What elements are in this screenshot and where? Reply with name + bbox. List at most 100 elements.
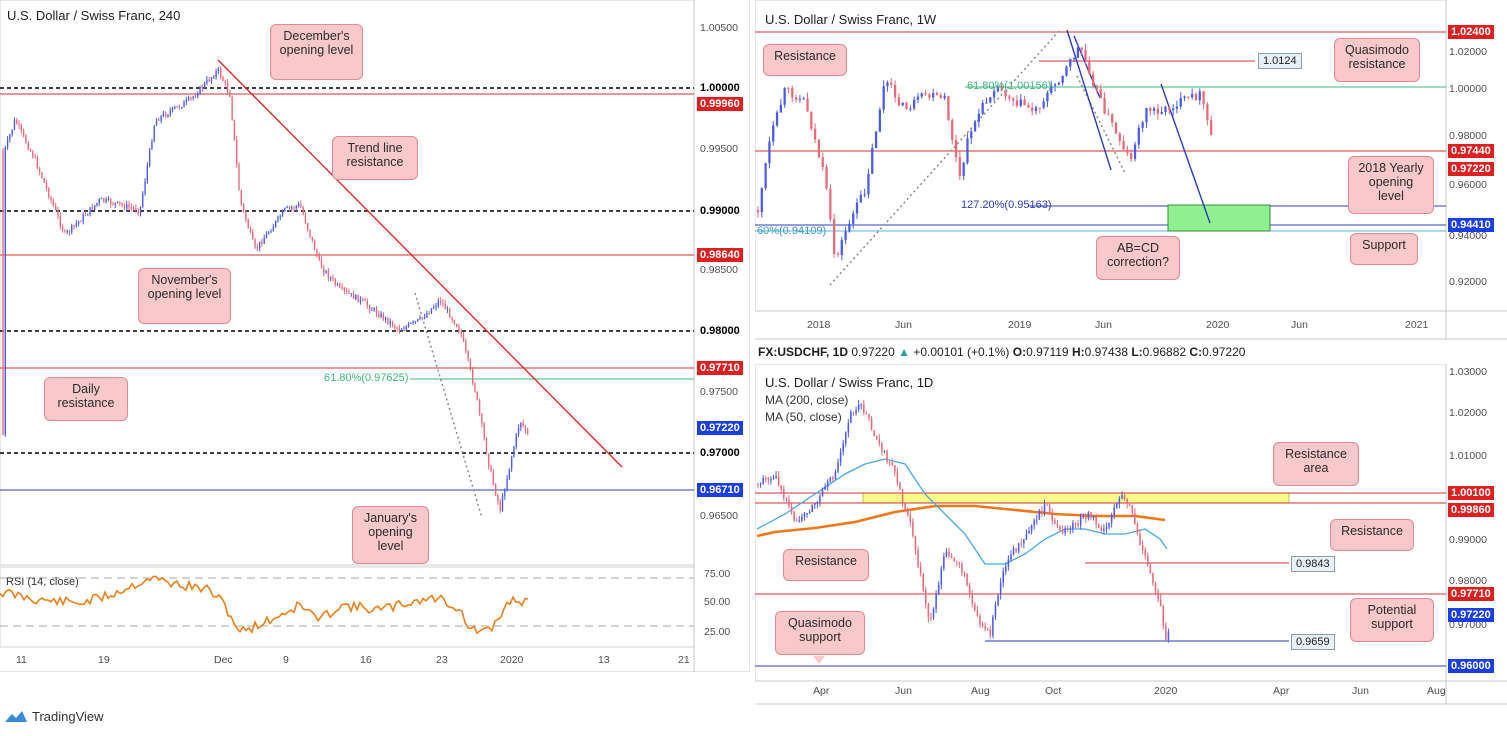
candle-body: [387, 317, 389, 324]
candle-body: [801, 516, 803, 521]
candle-body: [1179, 97, 1182, 107]
candle-body: [343, 287, 346, 291]
candle-body: [834, 471, 837, 480]
daily-chart-panel[interactable]: U.S. Dollar / Swiss Franc, 1D MA (200, c…: [755, 364, 1507, 736]
daily-xtick: 2020: [1154, 685, 1178, 697]
h4-xtick: 19: [98, 654, 110, 666]
candle-body: [27, 142, 29, 150]
daily-callout-res-area: Resistance area: [1273, 442, 1359, 486]
candle-body: [224, 81, 226, 83]
candle-body: [775, 112, 779, 126]
candle-body: [121, 203, 123, 206]
candle-body: [1095, 516, 1097, 525]
weekly-callout-abcd: AB=CD correction?: [1096, 236, 1180, 280]
candle-body: [1091, 74, 1095, 86]
candle-body: [1131, 505, 1134, 513]
rsi-plot-area: [0, 566, 695, 648]
candle-body: [772, 478, 775, 480]
candle-body: [1160, 111, 1163, 114]
candle-body: [844, 231, 847, 241]
candle-body: [352, 293, 355, 300]
candle-body: [164, 113, 167, 117]
daily-callout-potential: Potential support: [1350, 598, 1434, 642]
daily-resistance-area: [862, 492, 1290, 504]
candle-body: [472, 369, 474, 384]
candle-body: [119, 201, 121, 204]
candle-body: [412, 321, 414, 323]
candle-body: [810, 111, 813, 129]
candle-body: [953, 557, 955, 562]
candle-body: [190, 97, 192, 99]
candle-body: [857, 404, 860, 410]
candle-body: [467, 351, 469, 360]
weekly-xtick: Jun: [895, 319, 912, 331]
candle-body: [66, 231, 68, 233]
candle-body: [98, 199, 100, 203]
candle-body: [1121, 494, 1123, 499]
daily-callout-resistance-l: Resistance: [783, 549, 869, 581]
daily-h-value: 0.97438: [1084, 345, 1128, 359]
weekly-fib-60-label: 60%(0.94109): [757, 225, 827, 237]
candle-body: [38, 168, 41, 173]
candle-body: [45, 182, 48, 189]
candle-body: [798, 520, 801, 522]
candle-body: [100, 198, 103, 200]
candle-body: [1103, 528, 1105, 531]
candle-body: [231, 96, 233, 120]
candle-body: [1087, 512, 1090, 519]
candle-body: [417, 319, 419, 322]
candle-body: [455, 324, 458, 327]
candle-body: [1191, 93, 1194, 98]
candle-body: [951, 120, 954, 140]
candle-body: [802, 98, 805, 100]
weekly-ytick: 0.92000: [1449, 276, 1487, 288]
candle-body: [476, 391, 478, 400]
candle-body: [904, 502, 906, 511]
rsi-title: RSI (14, close): [6, 576, 79, 588]
candle-body: [80, 221, 82, 223]
tradingview-brand[interactable]: TradingView: [4, 708, 104, 724]
candle-body: [199, 86, 201, 95]
candle-body: [829, 188, 832, 220]
candle-body: [89, 207, 91, 215]
candle-body: [510, 457, 513, 469]
candle-body: [971, 594, 974, 605]
weekly-title: U.S. Dollar / Swiss Franc, 1W: [765, 12, 937, 27]
candle-body: [977, 113, 981, 122]
candle-body: [997, 595, 999, 605]
candle-body: [852, 411, 855, 414]
candle-body: [187, 97, 190, 100]
candle-body: [787, 87, 790, 89]
candle-body: [976, 610, 979, 616]
h4-chart-panel[interactable]: U.S. Dollar / Swiss Franc, 240 1.00500 0…: [0, 0, 750, 672]
candle-body: [943, 96, 946, 98]
candle-body: [1085, 515, 1087, 519]
candle-body: [513, 446, 515, 458]
candle-body: [1149, 107, 1152, 111]
candle-body: [844, 432, 847, 444]
weekly-chart-panel[interactable]: U.S. Dollar / Swiss Franc, 1W 1.02000 1.…: [755, 0, 1507, 340]
candle-body: [132, 207, 135, 209]
candle-body: [873, 430, 875, 436]
candle-body: [788, 500, 790, 507]
candle-body: [213, 77, 215, 79]
candle-body: [1097, 524, 1100, 528]
daily-o-value: 0.97119: [1026, 345, 1069, 359]
candle-body: [986, 629, 989, 631]
candle-body: [874, 131, 878, 148]
h4-ytick: 0.99500: [700, 143, 738, 155]
candle-body: [497, 495, 499, 502]
candle-body: [798, 98, 802, 100]
h4-fib-label: 61.80%(0.97625): [324, 372, 409, 384]
candle-body: [916, 96, 920, 100]
daily-xtick: Oct: [1045, 685, 1062, 697]
candle-body: [1165, 625, 1167, 640]
candle-body: [272, 226, 275, 232]
candle-body: [1141, 122, 1144, 128]
candle-body: [320, 259, 323, 269]
candle-body: [215, 70, 217, 78]
h4-ytick: 0.98500: [700, 264, 738, 276]
weekly-callout-quasimodo: Quasimodo resistance: [1334, 38, 1420, 82]
weekly-xtick: Jun: [1095, 319, 1112, 331]
candle-body: [940, 568, 943, 585]
